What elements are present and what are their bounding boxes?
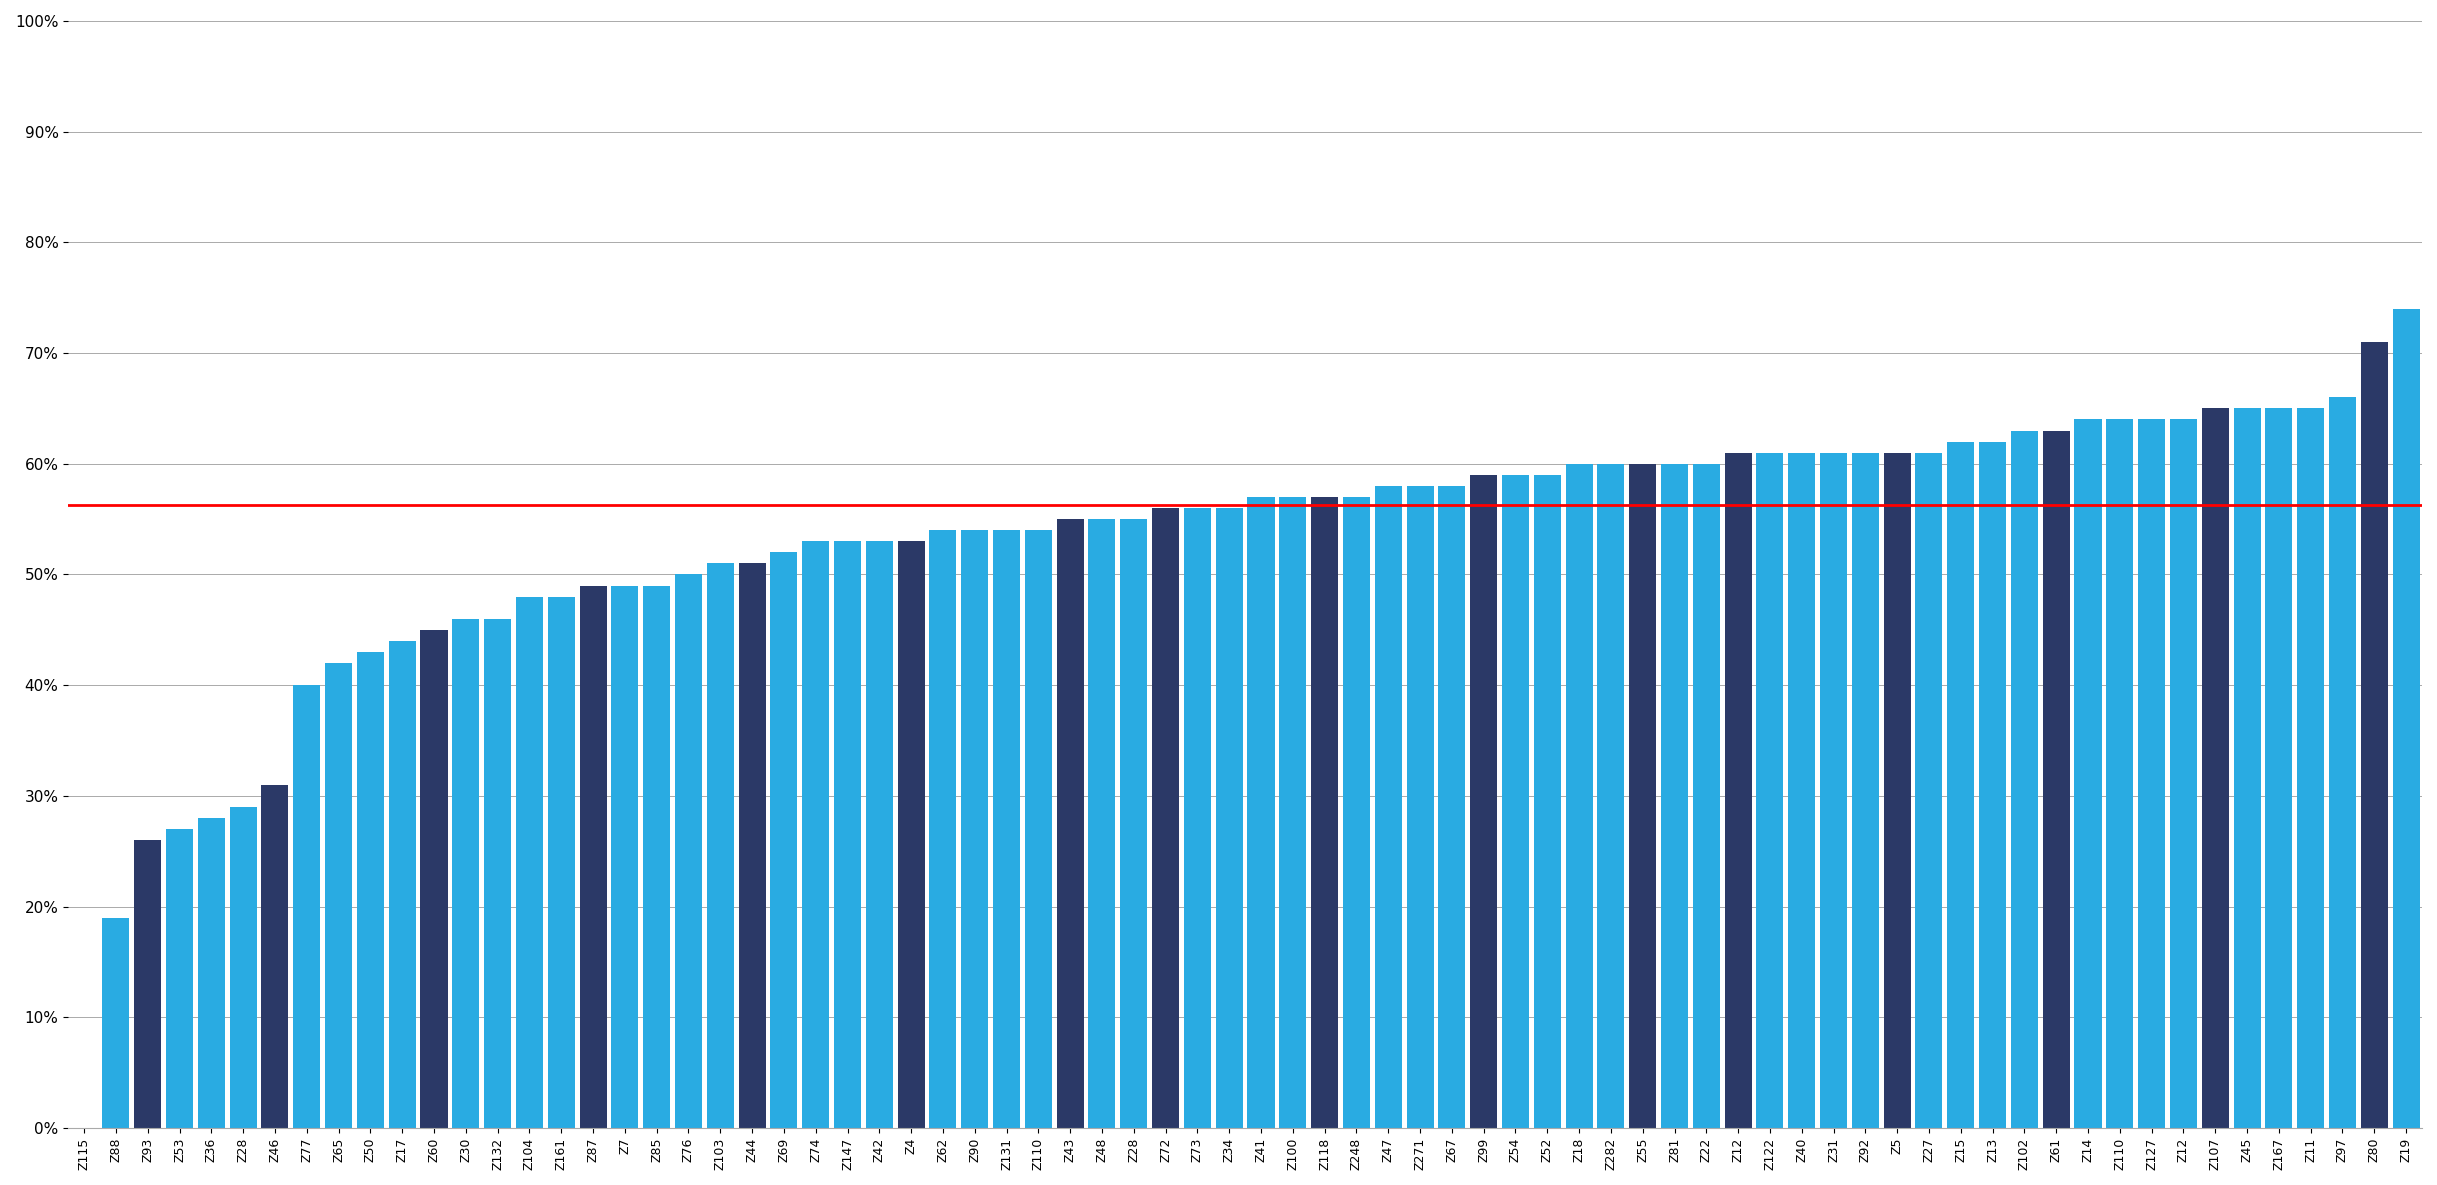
Bar	[1470, 475, 1496, 1128]
Bar	[738, 563, 765, 1128]
Bar	[2011, 430, 2037, 1128]
Bar	[1884, 453, 1911, 1128]
Bar	[1089, 519, 1116, 1128]
Bar	[960, 530, 989, 1128]
Bar	[897, 542, 924, 1128]
Bar	[833, 542, 860, 1128]
Bar	[1311, 497, 1338, 1128]
Bar	[134, 840, 161, 1128]
Bar	[2074, 419, 2101, 1128]
Bar	[292, 685, 319, 1128]
Bar	[517, 596, 543, 1128]
Bar	[992, 530, 1021, 1128]
Bar	[1565, 463, 1594, 1128]
Bar	[1852, 453, 1879, 1128]
Bar	[928, 530, 955, 1128]
Bar	[1820, 453, 1847, 1128]
Bar	[675, 575, 702, 1128]
Bar	[548, 596, 575, 1128]
Bar	[2042, 430, 2069, 1128]
Bar	[422, 629, 448, 1128]
Bar	[1184, 508, 1211, 1128]
Bar	[2298, 409, 2325, 1128]
Bar	[2201, 409, 2230, 1128]
Bar	[707, 563, 734, 1128]
Bar	[261, 784, 288, 1128]
Bar	[1757, 453, 1784, 1128]
Bar	[2330, 397, 2357, 1128]
Bar	[1725, 453, 1752, 1128]
Bar	[1026, 530, 1053, 1128]
Bar	[229, 807, 256, 1128]
Bar	[1343, 497, 1370, 1128]
Bar	[485, 619, 512, 1128]
Bar	[1438, 486, 1465, 1128]
Bar	[2106, 419, 2132, 1128]
Bar	[1216, 508, 1243, 1128]
Bar	[2169, 419, 2198, 1128]
Bar	[1501, 475, 1528, 1128]
Bar	[453, 619, 480, 1128]
Bar	[1789, 453, 1816, 1128]
Bar	[324, 662, 351, 1128]
Bar	[612, 585, 638, 1128]
Bar	[1596, 463, 1625, 1128]
Bar	[2361, 342, 2388, 1128]
Bar	[1630, 463, 1657, 1128]
Bar	[387, 641, 417, 1128]
Bar	[1374, 486, 1401, 1128]
Bar	[770, 552, 797, 1128]
Bar	[1694, 463, 1721, 1128]
Bar	[1279, 497, 1306, 1128]
Bar	[2137, 419, 2164, 1128]
Bar	[356, 652, 385, 1128]
Bar	[197, 818, 224, 1128]
Bar	[1979, 442, 2006, 1128]
Bar	[1406, 486, 1433, 1128]
Bar	[580, 585, 607, 1128]
Bar	[2393, 309, 2420, 1128]
Bar	[2235, 409, 2262, 1128]
Bar	[2266, 409, 2293, 1128]
Bar	[1121, 519, 1148, 1128]
Bar	[802, 542, 829, 1128]
Bar	[1533, 475, 1560, 1128]
Bar	[166, 830, 193, 1128]
Bar	[1915, 453, 1942, 1128]
Bar	[1248, 497, 1275, 1128]
Bar	[1058, 519, 1084, 1128]
Bar	[1153, 508, 1180, 1128]
Bar	[102, 917, 129, 1128]
Bar	[1947, 442, 1974, 1128]
Bar	[865, 542, 892, 1128]
Bar	[643, 585, 670, 1128]
Bar	[1662, 463, 1689, 1128]
